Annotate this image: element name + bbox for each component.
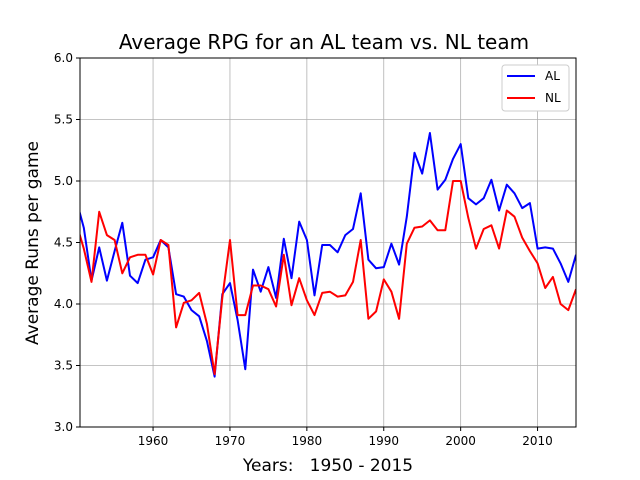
legend-label-nl: NL [545, 91, 561, 105]
x-tick-label: 1990 [368, 434, 399, 448]
axis-ticks: 1960 1970 1980 1990 2000 2010 3.0 3.5 4.0 4.5 5.0 5… [54, 51, 553, 448]
x-axis-label: Years: 1950 - 2015 [242, 456, 413, 476]
chart-title: Average RPG for an AL team vs. NL team [119, 30, 529, 54]
y-tick-label: 3.5 [54, 359, 73, 373]
x-tick-label: 2010 [522, 434, 553, 448]
x-tick-label: 1970 [215, 434, 246, 448]
y-axis-label: Average Runs per game [23, 141, 43, 345]
x-tick-label: 1960 [138, 434, 169, 448]
y-tick-label: 5.0 [54, 174, 73, 188]
legend-label-al: AL [545, 69, 560, 83]
y-tick-label: 4.0 [54, 297, 73, 311]
x-tick-label: 2000 [445, 434, 476, 448]
y-tick-label: 6.0 [54, 51, 73, 65]
y-tick-label: 3.0 [54, 420, 73, 434]
series-lines [80, 132, 576, 378]
y-tick-label: 5.5 [54, 113, 73, 127]
legend: AL NL [501, 64, 570, 112]
x-tick-label: 1980 [292, 434, 323, 448]
y-tick-label: 4.5 [54, 236, 73, 250]
series-line-nl [80, 180, 576, 376]
